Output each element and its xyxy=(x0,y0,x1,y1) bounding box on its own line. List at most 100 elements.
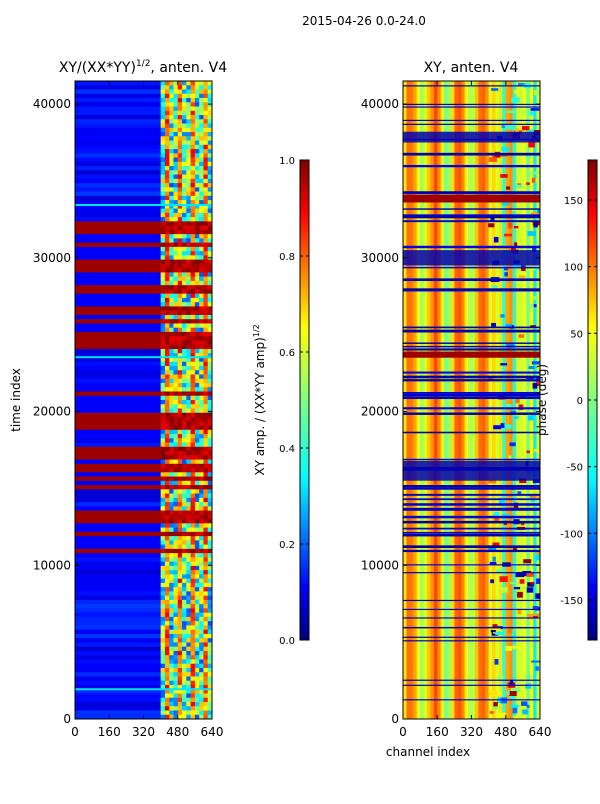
heatmap-cell xyxy=(207,268,212,273)
heatmap-cell xyxy=(177,489,183,494)
phase-line xyxy=(403,636,540,638)
left-ylabel: time index xyxy=(9,368,23,432)
heatmap-cell xyxy=(186,527,191,533)
heatmap-cell xyxy=(182,519,187,524)
left-heatmap xyxy=(75,81,212,719)
heatmap-cell xyxy=(173,476,179,482)
heatmap-cell xyxy=(160,646,166,652)
phase-column xyxy=(457,81,462,719)
heatmap-cell xyxy=(177,93,183,99)
phase-blob xyxy=(496,569,502,573)
heatmap-cell xyxy=(182,106,187,112)
heatmap-row xyxy=(75,625,162,631)
heatmap-cell xyxy=(190,519,196,524)
heatmap-cell xyxy=(203,161,209,167)
heatmap-cell xyxy=(194,310,200,316)
heatmap-cell xyxy=(164,217,170,222)
heatmap-cell xyxy=(177,280,183,286)
heatmap-cell xyxy=(164,242,170,248)
heatmap-cell xyxy=(199,710,204,716)
phase-column xyxy=(423,81,428,719)
heatmap-cell xyxy=(203,340,209,346)
heatmap-cell xyxy=(207,174,212,180)
heatmap-cell xyxy=(186,323,191,329)
heatmap-cell xyxy=(194,140,200,146)
heatmap-cell xyxy=(169,489,174,494)
heatmap-cell xyxy=(164,280,170,286)
phase-blob xyxy=(491,88,499,91)
heatmap-cell xyxy=(203,289,209,295)
heatmap-cell xyxy=(173,306,179,312)
heatmap-cell xyxy=(169,153,174,158)
heatmap-cell xyxy=(169,251,174,256)
heatmap-cell xyxy=(164,417,170,422)
heatmap-cell xyxy=(203,591,209,597)
heatmap-row xyxy=(75,319,162,324)
heatmap-row xyxy=(75,655,162,660)
heatmap-cell xyxy=(194,621,200,626)
heatmap-cell xyxy=(203,242,209,248)
heatmap-cell xyxy=(203,89,209,95)
phase-blob xyxy=(515,572,525,578)
heatmap-cell xyxy=(182,417,187,422)
heatmap-cell xyxy=(164,510,170,516)
heatmap-cell xyxy=(173,633,179,639)
heatmap-cell xyxy=(182,684,187,690)
heatmap-cell xyxy=(194,425,200,431)
heatmap-cell xyxy=(190,191,196,197)
heatmap-cell xyxy=(182,404,187,409)
heatmap-cell xyxy=(190,348,196,354)
heatmap-cell xyxy=(164,285,170,290)
heatmap-cell xyxy=(169,667,174,673)
heatmap-cell xyxy=(203,502,209,507)
heatmap-cell xyxy=(177,455,183,460)
heatmap-cell xyxy=(207,604,212,609)
heatmap-cell xyxy=(173,89,179,95)
heatmap-cell xyxy=(186,463,191,469)
heatmap-cell xyxy=(190,140,196,146)
x-tick-label: 640 xyxy=(201,725,224,739)
heatmap-cell xyxy=(199,642,204,648)
phase-blob xyxy=(508,455,512,460)
phase-blob xyxy=(514,242,518,247)
heatmap-cell xyxy=(199,527,204,533)
heatmap-cell xyxy=(164,98,170,103)
heatmap-cell xyxy=(203,259,209,265)
heatmap-cell xyxy=(164,178,170,184)
heatmap-cell xyxy=(160,514,166,520)
heatmap-cell xyxy=(173,663,179,669)
heatmap-cell xyxy=(190,166,196,171)
phase-column xyxy=(461,81,465,719)
heatmap-cell xyxy=(199,646,204,652)
heatmap-row xyxy=(75,395,162,401)
heatmap-cell xyxy=(203,425,209,431)
phase-column xyxy=(426,81,431,719)
x-tick-label: 0 xyxy=(71,725,79,739)
heatmap-cell xyxy=(160,115,166,120)
left-title-suffix: , anten. V4 xyxy=(150,60,227,76)
heatmap-cell xyxy=(173,344,179,350)
heatmap-cell xyxy=(207,374,212,380)
heatmap-cell xyxy=(186,353,191,358)
phase-column xyxy=(444,81,448,719)
heatmap-cell xyxy=(177,183,183,188)
heatmap-row xyxy=(75,387,162,392)
heatmap-cell xyxy=(199,272,204,278)
heatmap-cell xyxy=(173,701,179,707)
heatmap-row xyxy=(75,336,162,341)
heatmap-cell xyxy=(190,221,196,227)
heatmap-cell xyxy=(190,451,196,456)
heatmap-cell xyxy=(207,178,212,184)
heatmap-cell xyxy=(207,217,212,222)
heatmap-cell xyxy=(173,714,179,719)
heatmap-cell xyxy=(203,672,209,677)
heatmap-cell xyxy=(169,706,174,711)
phase-line xyxy=(403,684,540,686)
heatmap-cell xyxy=(164,425,170,431)
heatmap-cell xyxy=(182,693,187,699)
heatmap-cell xyxy=(173,174,179,180)
heatmap-cell xyxy=(160,234,166,239)
heatmap-cell xyxy=(160,676,166,682)
heatmap-cell xyxy=(169,434,174,439)
heatmap-cell xyxy=(160,238,166,244)
